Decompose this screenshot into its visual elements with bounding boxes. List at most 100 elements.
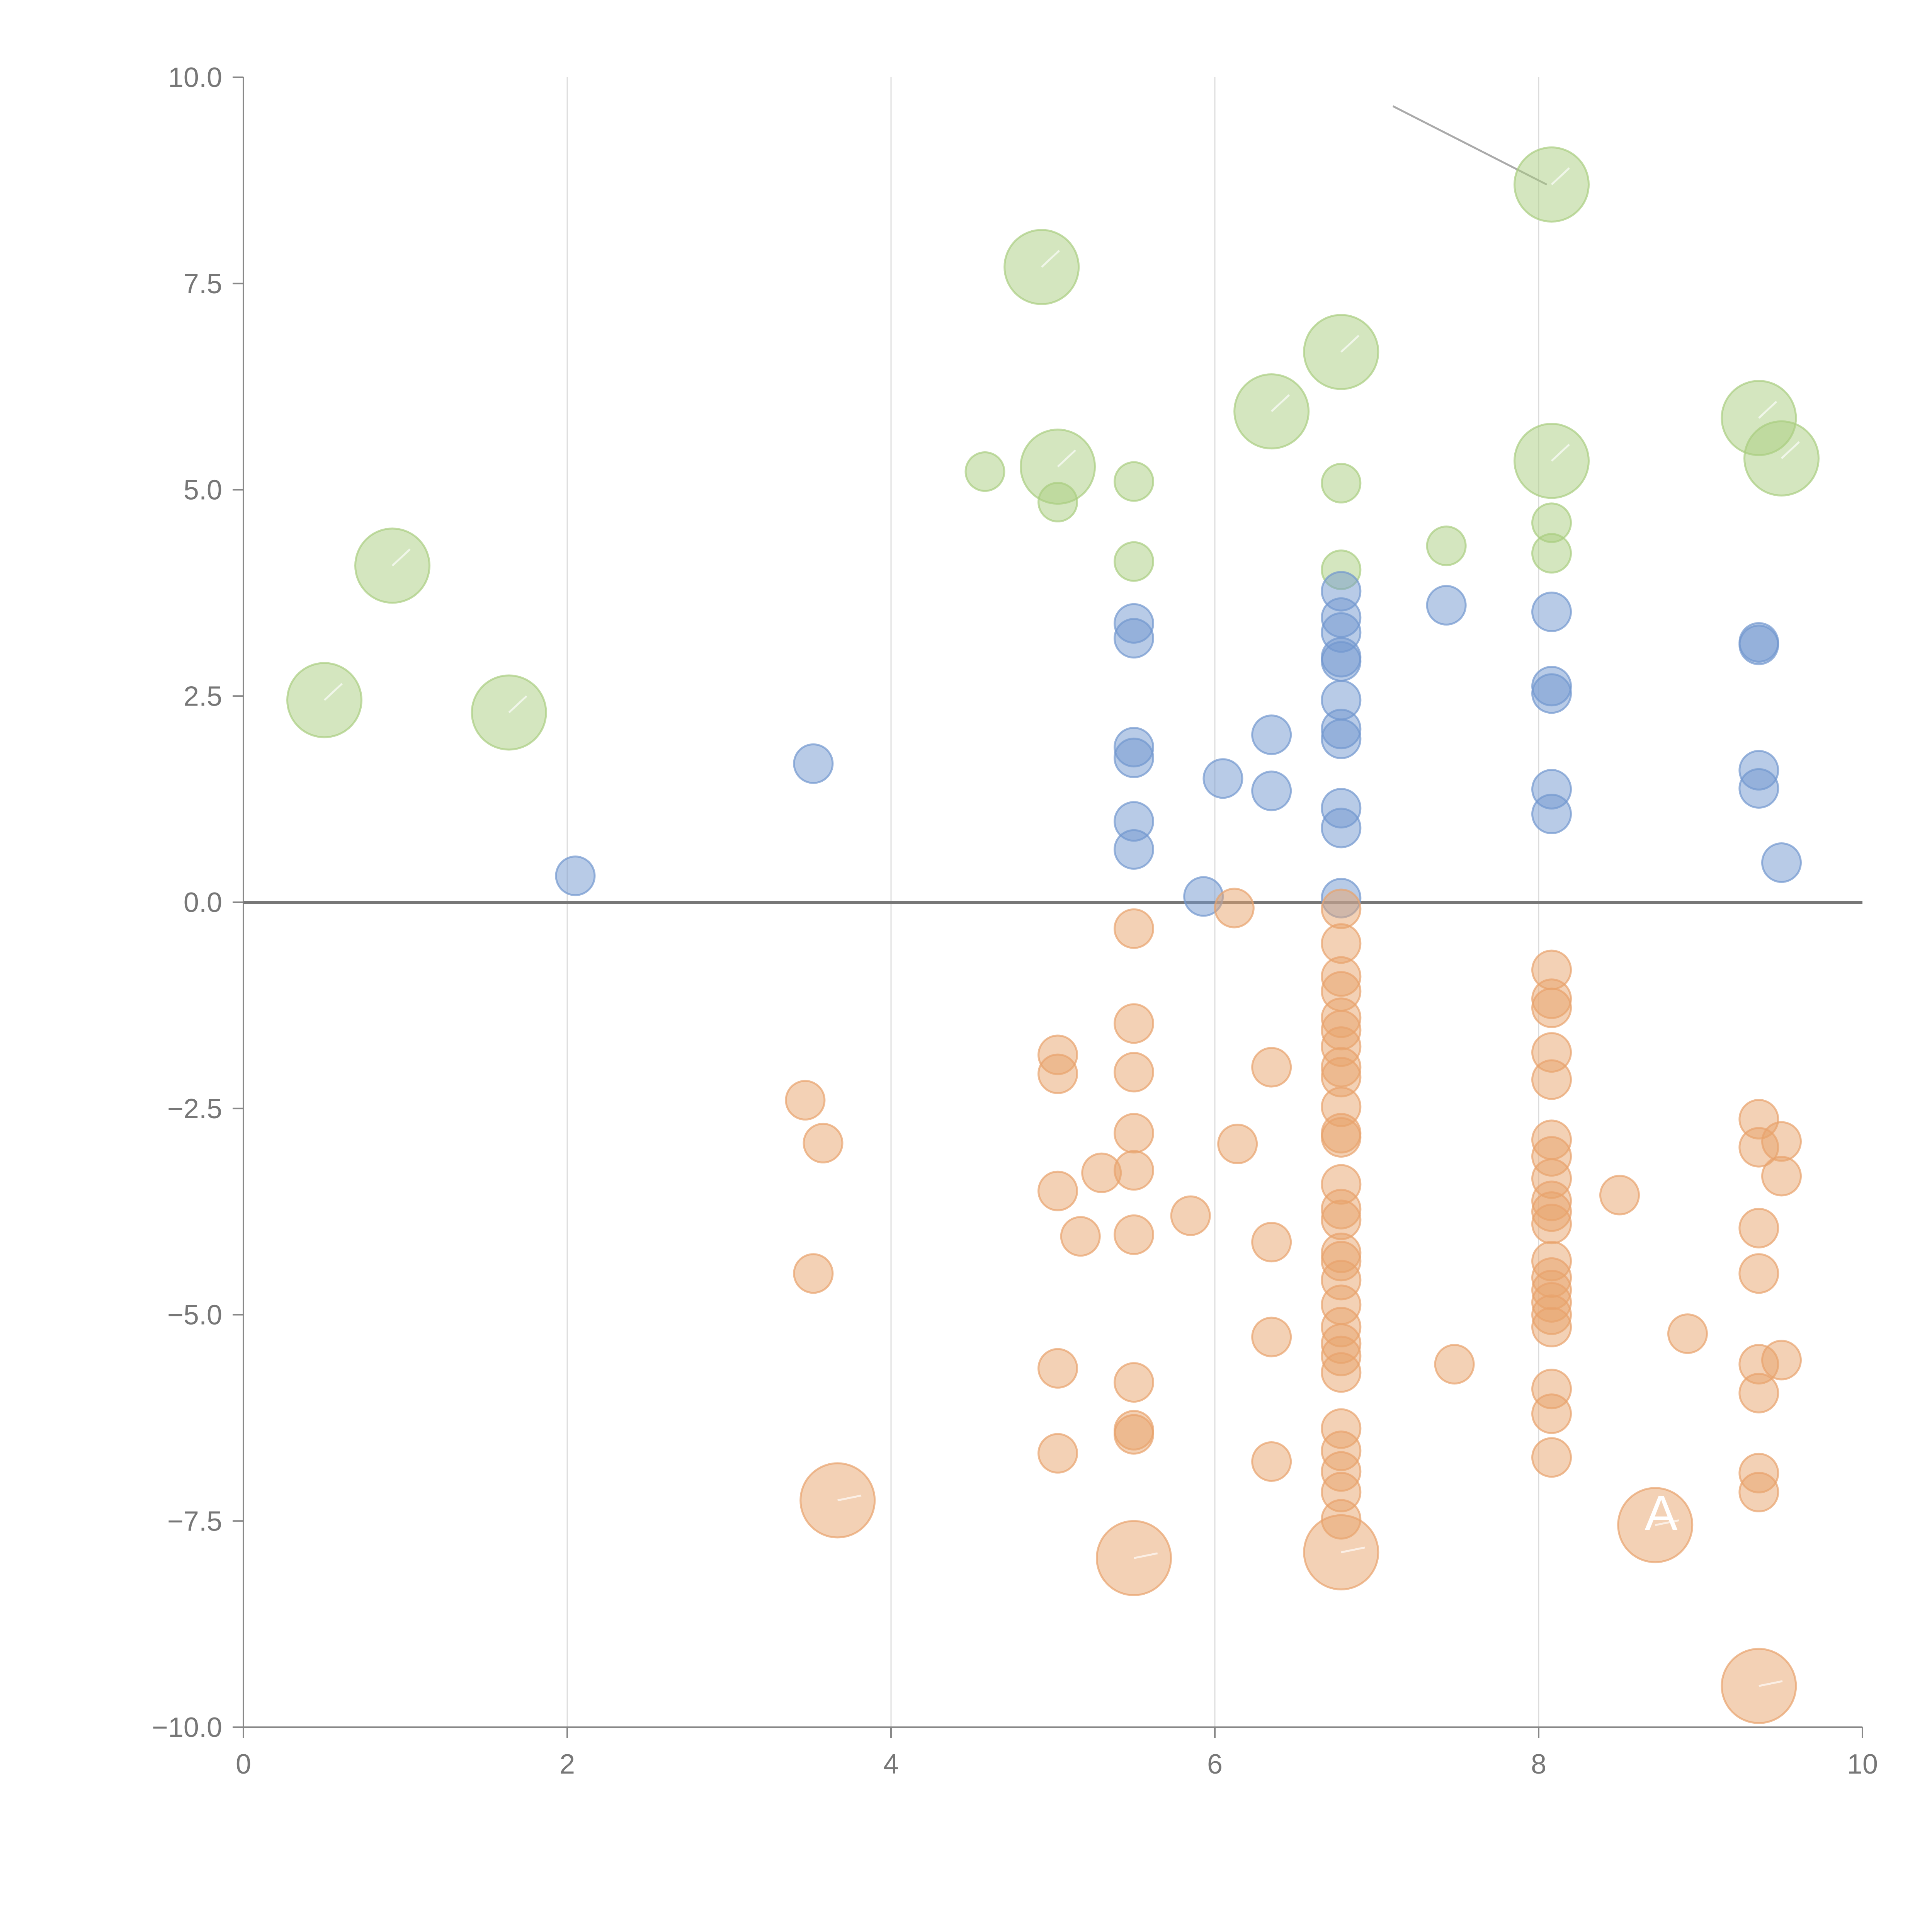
data-point-orange <box>1531 1307 1572 1348</box>
data-point-orange <box>1738 1372 1779 1413</box>
data-point-orange <box>1037 1433 1078 1474</box>
bubble-inner-tick <box>1781 441 1800 459</box>
data-point-blue <box>1738 768 1779 809</box>
data-point-blue <box>1321 641 1362 682</box>
data-point-green <box>964 451 1005 492</box>
data-point-blue <box>1531 673 1572 714</box>
bubble-inner-tick <box>1551 444 1570 462</box>
data-point-orange <box>1321 888 1362 929</box>
y-tick-label: 10.0 <box>168 62 222 93</box>
data-point-green <box>1321 463 1362 503</box>
bubble-inner-tick <box>1270 394 1290 412</box>
data-point-orange <box>1761 1156 1802 1197</box>
data-point-orange <box>1251 1222 1292 1263</box>
data-point-orange <box>1251 1047 1292 1088</box>
data-point-blue <box>1531 794 1572 835</box>
data-point-orange <box>1217 1124 1258 1165</box>
data-point-orange <box>1321 1117 1362 1158</box>
data-point-blue <box>1321 718 1362 759</box>
data-points-layer <box>286 146 1820 1724</box>
data-point-orange <box>1251 1316 1292 1357</box>
data-point-orange <box>803 1122 844 1163</box>
data-point-orange <box>1531 1437 1572 1478</box>
data-point-blue <box>1531 591 1572 632</box>
tick-labels-layer: 10.0 7.5 5.0 2.5 0.0 −2.5 −5.0 −7.5 −10.0 0 2 4 6 8 10 <box>152 62 1878 1780</box>
bubble-inner-tick <box>323 683 343 701</box>
data-point-orange <box>1761 1340 1802 1381</box>
data-point-orange <box>1114 908 1154 949</box>
data-point-green <box>1426 526 1467 566</box>
data-point-blue <box>1114 829 1154 870</box>
data-point-orange <box>1170 1195 1211 1236</box>
axes <box>233 77 1863 1738</box>
data-point-orange <box>1114 1414 1154 1455</box>
y-tick-label: −2.5 <box>167 1094 222 1124</box>
y-tick-label: −7.5 <box>167 1506 222 1537</box>
bubble-inner-tick <box>1551 167 1570 185</box>
data-point-blue <box>1114 618 1154 659</box>
bubble-inner-tick <box>1758 401 1777 419</box>
data-point-blue <box>555 855 596 896</box>
data-point-orange <box>1037 1348 1078 1389</box>
data-point-orange <box>1214 888 1255 929</box>
y-tick-label: −10.0 <box>152 1712 222 1743</box>
data-point-orange <box>1096 1520 1172 1596</box>
data-point-orange <box>1531 1204 1572 1245</box>
data-point-blue <box>1761 842 1802 883</box>
x-tick-label: 10 <box>1847 1749 1878 1780</box>
data-point-blue <box>1114 737 1154 778</box>
data-point-orange <box>1114 1214 1154 1255</box>
data-point-blue <box>1251 770 1292 811</box>
data-point-orange <box>1531 987 1572 1028</box>
data-point-blue <box>793 743 834 784</box>
x-tick-label: 8 <box>1531 1749 1546 1780</box>
data-point-orange <box>1738 1472 1779 1513</box>
y-tick-label: 2.5 <box>184 681 222 712</box>
y-tick-label: 7.5 <box>184 269 222 299</box>
data-point-orange <box>1114 1052 1154 1093</box>
data-point-orange <box>1114 1150 1154 1191</box>
y-tick-label: 0.0 <box>184 887 222 918</box>
data-point-orange <box>1037 1170 1078 1211</box>
x-tick-label: 4 <box>883 1749 899 1780</box>
data-point-blue <box>1251 714 1292 755</box>
data-point-orange <box>793 1253 834 1294</box>
bubble-label: A <box>1645 1486 1678 1541</box>
y-tick-label: −5.0 <box>167 1300 222 1331</box>
x-tick-label: 0 <box>236 1749 251 1780</box>
data-point-orange <box>1761 1121 1802 1162</box>
x-tick-label: 2 <box>560 1749 575 1780</box>
data-point-blue <box>1202 758 1243 799</box>
bubble-inner-tick <box>508 695 527 713</box>
bubble-inner-tick <box>1134 1552 1158 1559</box>
data-point-green <box>1114 541 1154 582</box>
bubble-inner-tick <box>391 548 411 566</box>
bubble-label-layer: A <box>1645 1486 1678 1541</box>
data-point-blue <box>1426 585 1467 626</box>
data-point-orange <box>1037 1053 1078 1094</box>
data-point-orange <box>1114 1362 1154 1403</box>
data-point-blue <box>1738 624 1779 665</box>
data-point-orange <box>1531 1393 1572 1434</box>
data-point-orange <box>1251 1441 1292 1482</box>
bubble-inner-tick <box>1057 449 1076 468</box>
data-point-orange <box>1434 1344 1475 1385</box>
data-point-orange <box>1321 1352 1362 1393</box>
bubble-inner-tick <box>1340 335 1360 353</box>
x-tick-label: 6 <box>1207 1749 1223 1780</box>
data-point-green <box>1531 533 1572 574</box>
data-point-orange <box>1738 1208 1779 1248</box>
data-point-orange <box>1599 1175 1640 1216</box>
y-tick-label: 5.0 <box>184 475 222 506</box>
data-point-blue <box>1321 808 1362 849</box>
data-point-green <box>1114 461 1154 502</box>
bubble-inner-tick <box>1341 1546 1365 1553</box>
bubble-inner-tick <box>837 1495 862 1502</box>
data-point-orange <box>1114 1113 1154 1154</box>
bubble-inner-tick <box>1041 250 1060 268</box>
data-point-orange <box>1060 1216 1101 1257</box>
data-point-orange <box>1531 1059 1572 1100</box>
data-point-orange <box>785 1080 826 1121</box>
